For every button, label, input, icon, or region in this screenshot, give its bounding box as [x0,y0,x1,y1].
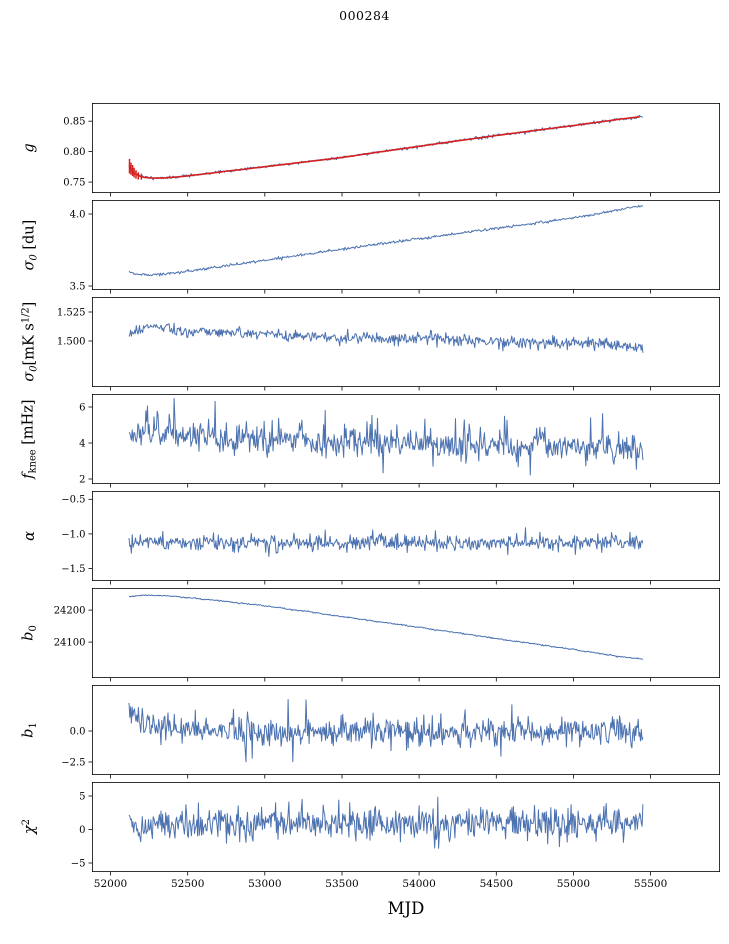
y-axis-label-fknee: fknee [mHz] [20,399,40,479]
series-b1 [128,699,644,763]
y-axis-label-sigma0-du: σ0 [du] [20,219,40,271]
x-tick-label: 55000 [557,878,590,890]
y-axis-label-b1: b1 [20,722,40,738]
axes-frame [92,588,721,678]
series-chi2 [128,796,644,849]
y-tick-label: 6 [79,402,85,413]
x-tick-label: 53500 [325,878,358,890]
series-gain-data [128,114,644,181]
y-tick-label: 24100 [54,638,86,649]
y-tick-label: 3.5 [70,281,86,292]
y-tick-label: −1.0 [61,529,85,540]
x-tick-label: 53000 [248,878,281,890]
panel-g: 0.75 0.80 0.85 [63,103,721,197]
y-tick-label: −1.5 [61,564,85,575]
series-b0 [128,594,644,660]
panel-sigma0-mK: 1.500 1.525 [57,297,721,391]
y-axis-label-chi2: χ2 [21,819,39,835]
x-tick-label: 55500 [634,878,667,890]
panel-sigma0-du: 3.5 4.0 [70,200,721,294]
y-axis-label-sigma0-mK: σ0[mK s1/2] [20,302,40,382]
figure-title: 000284 [339,8,390,23]
x-tick-label: 52000 [94,878,127,890]
axes-frame [92,297,721,387]
y-tick-label: −0.5 [61,495,85,506]
y-tick-label: 1.500 [57,336,86,347]
series-alpha [128,527,644,557]
y-tick-label: 4 [79,438,85,449]
y-tick-label: 0.75 [63,178,85,189]
y-tick-label: 2 [79,474,85,485]
series-fknee [128,398,644,476]
axes-frame [92,782,721,872]
y-tick-label: 1.525 [57,307,86,318]
y-tick-label: 0 [79,825,85,836]
x-axis-label: MJD [387,899,425,918]
axes-frame [92,685,721,775]
panel-fknee: 2 4 6 [79,394,721,488]
y-tick-label: 0.0 [70,726,86,737]
axes-frame [92,200,721,290]
x-tick-label: 52500 [171,878,204,890]
axes-frame [92,491,721,581]
y-tick-label: 0.85 [63,117,85,128]
panel-alpha: −1.5 −1.0 −0.5 [61,491,721,585]
series-sigma0-mK [128,322,644,353]
panel-chi2: −5 0 5 52000 52500 53000 53500 54000 54500 55000 5… [71,782,721,890]
series-sigma0-du [128,204,644,277]
y-tick-label: 5 [79,791,85,802]
x-tick-label: 54000 [402,878,435,890]
y-tick-label: −5 [71,858,86,869]
y-tick-label: 0.80 [63,147,85,158]
y-axis-label-alpha: α [21,531,38,541]
y-axis-label-b0: b0 [20,625,40,641]
series-gain-fit [128,116,640,179]
y-tick-label: 24200 [54,606,86,617]
panel-b0: 24100 24200 [54,588,721,682]
y-tick-label: −2.5 [61,757,85,768]
axes-frame [92,103,721,193]
panel-b1: −2.5 0.0 [61,685,721,779]
y-axis-label-g: g [21,143,38,153]
y-tick-label: 4.0 [70,209,86,220]
x-tick-label: 54500 [480,878,513,890]
axes-frame [92,394,721,484]
